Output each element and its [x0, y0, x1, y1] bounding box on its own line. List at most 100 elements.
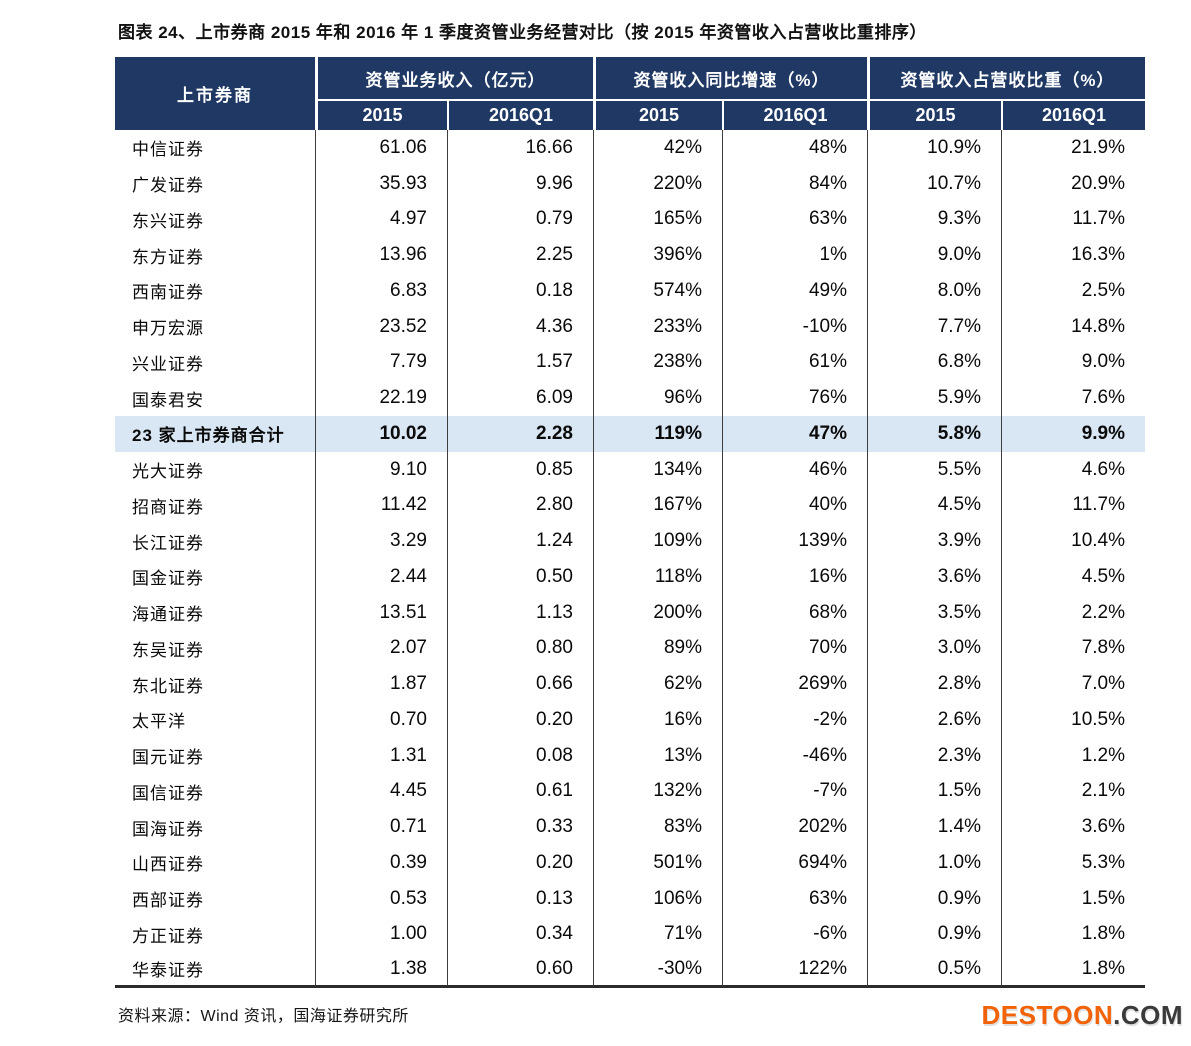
value-cell: -2% — [722, 702, 867, 738]
value-cell: 501% — [593, 845, 722, 881]
table-row: 山西证券 0.39 0.20 501% 694% 1.0% 5.3% — [115, 845, 1145, 881]
value-cell: 61.06 — [315, 130, 447, 166]
value-cell: 61% — [722, 344, 867, 381]
source-note: 资料来源：Wind 资讯，国海证券研究所 — [118, 1008, 409, 1025]
value-cell: 3.0% — [867, 630, 1001, 667]
value-cell: 6.83 — [315, 273, 447, 309]
value-cell: 47% — [722, 416, 867, 452]
value-cell: 132% — [593, 773, 722, 810]
table-body: 中信证券 61.06 16.66 42% 48% 10.9% 21.9% 广发证券 35.93 9… — [115, 130, 1145, 988]
value-cell: 1.0% — [867, 845, 1001, 881]
sub-header-row: 2015 2016Q1 2015 2016Q1 2015 2016Q1 — [115, 99, 1145, 130]
value-cell: 4.6% — [1001, 451, 1145, 488]
company-name-cell: 山西证券 — [115, 845, 315, 881]
value-cell: 1.24 — [447, 523, 593, 559]
value-cell: 0.20 — [447, 702, 593, 738]
value-cell: 0.5% — [867, 952, 1001, 988]
table-row: 东吴证券 2.07 0.80 89% 70% 3.0% 7.8% — [115, 630, 1145, 667]
value-cell: 139% — [722, 523, 867, 559]
value-cell: 10.5% — [1001, 702, 1145, 738]
value-cell: 2.1% — [1001, 773, 1145, 810]
value-cell: 238% — [593, 344, 722, 381]
table-row: 国泰君安 22.19 6.09 96% 76% 5.9% 7.6% — [115, 380, 1145, 416]
table-row: 西南证券 6.83 0.18 574% 49% 8.0% 2.5% — [115, 273, 1145, 309]
value-cell: 1.8% — [1001, 916, 1145, 953]
value-cell: 0.18 — [447, 273, 593, 309]
corner-header-cell: 上市券商 — [115, 57, 315, 130]
table-row: 西部证券 0.53 0.13 106% 63% 0.9% 1.5% — [115, 880, 1145, 917]
table-row: 东北证券 1.87 0.66 62% 269% 2.8% 7.0% — [115, 666, 1145, 702]
value-cell: 2.8% — [867, 666, 1001, 702]
value-cell: 9.96 — [447, 165, 593, 202]
value-cell: 0.85 — [447, 451, 593, 488]
value-cell: 84% — [722, 165, 867, 202]
value-cell: 0.71 — [315, 809, 447, 845]
subheader-share-2015: 2015 — [867, 99, 1001, 130]
company-name-cell: 国元证券 — [115, 737, 315, 774]
group-header-revenue: 资管业务收入（亿元） — [315, 57, 593, 99]
value-cell: 71% — [593, 916, 722, 953]
value-cell: 13.96 — [315, 237, 447, 273]
value-cell: 2.80 — [447, 487, 593, 524]
value-cell: 63% — [722, 201, 867, 238]
value-cell: 2.5% — [1001, 273, 1145, 309]
value-cell: 5.9% — [867, 380, 1001, 416]
value-cell: 11.7% — [1001, 201, 1145, 238]
value-cell: 9.0% — [1001, 344, 1145, 381]
value-cell: 10.9% — [867, 130, 1001, 166]
table-row: 招商证券 11.42 2.80 167% 40% 4.5% 11.7% — [115, 487, 1145, 524]
value-cell: 0.80 — [447, 630, 593, 667]
company-name-cell: 广发证券 — [115, 165, 315, 202]
value-cell: 396% — [593, 237, 722, 273]
value-cell: -30% — [593, 952, 722, 988]
value-cell: 1.31 — [315, 737, 447, 774]
total-row: 23 家上市券商合计 10.02 2.28 119% 47% 5.8% 9.9% — [115, 416, 1145, 452]
value-cell: 4.45 — [315, 773, 447, 810]
value-cell: 16% — [722, 559, 867, 595]
value-cell: 7.8% — [1001, 630, 1145, 667]
value-cell: 3.6% — [1001, 809, 1145, 845]
value-cell: 0.39 — [315, 845, 447, 881]
subheader-growth-2015: 2015 — [593, 99, 722, 130]
value-cell: 2.28 — [447, 416, 593, 452]
value-cell: 1.2% — [1001, 737, 1145, 774]
value-cell: 122% — [722, 952, 867, 988]
group-header-growth: 资管收入同比增速（%） — [593, 57, 867, 99]
value-cell: 202% — [722, 809, 867, 845]
value-cell: 3.6% — [867, 559, 1001, 595]
value-cell: 1.5% — [1001, 880, 1145, 917]
group-header-row: 上市券商 资管业务收入（亿元） 资管收入同比增速（%） 资管收入占营收比重（%） — [115, 57, 1145, 130]
value-cell: 46% — [722, 451, 867, 488]
value-cell: 76% — [722, 380, 867, 416]
value-cell: 134% — [593, 451, 722, 488]
value-cell: 7.7% — [867, 308, 1001, 345]
table-header: 上市券商 资管业务收入（亿元） 资管收入同比增速（%） 资管收入占营收比重（%）… — [115, 57, 1145, 130]
value-cell: 89% — [593, 630, 722, 667]
value-cell: 1.38 — [315, 952, 447, 988]
value-cell: 10.02 — [315, 416, 447, 452]
value-cell: 0.60 — [447, 952, 593, 988]
value-cell: 6.09 — [447, 380, 593, 416]
value-cell: 106% — [593, 880, 722, 917]
value-cell: 4.97 — [315, 201, 447, 238]
value-cell: 11.7% — [1001, 487, 1145, 524]
value-cell: 16.3% — [1001, 237, 1145, 273]
table-row: 方正证券 1.00 0.34 71% -6% 0.9% 1.8% — [115, 916, 1145, 953]
company-name-cell: 兴业证券 — [115, 344, 315, 381]
value-cell: 49% — [722, 273, 867, 309]
value-cell: 40% — [722, 487, 867, 524]
company-name-cell: 国泰君安 — [115, 380, 315, 416]
table-row: 东兴证券 4.97 0.79 165% 63% 9.3% 11.7% — [115, 201, 1145, 238]
table-row: 国海证券 0.71 0.33 83% 202% 1.4% 3.6% — [115, 809, 1145, 845]
value-cell: 9.9% — [1001, 416, 1145, 452]
company-name-cell: 申万宏源 — [115, 308, 315, 345]
value-cell: 16.66 — [447, 130, 593, 166]
value-cell: 35.93 — [315, 165, 447, 202]
company-name-cell: 东兴证券 — [115, 201, 315, 238]
value-cell: 233% — [593, 308, 722, 345]
value-cell: 0.61 — [447, 773, 593, 810]
value-cell: 4.5% — [867, 487, 1001, 524]
value-cell: 2.2% — [1001, 594, 1145, 631]
table-row: 广发证券 35.93 9.96 220% 84% 10.7% 20.9% — [115, 165, 1145, 202]
value-cell: 0.08 — [447, 737, 593, 774]
